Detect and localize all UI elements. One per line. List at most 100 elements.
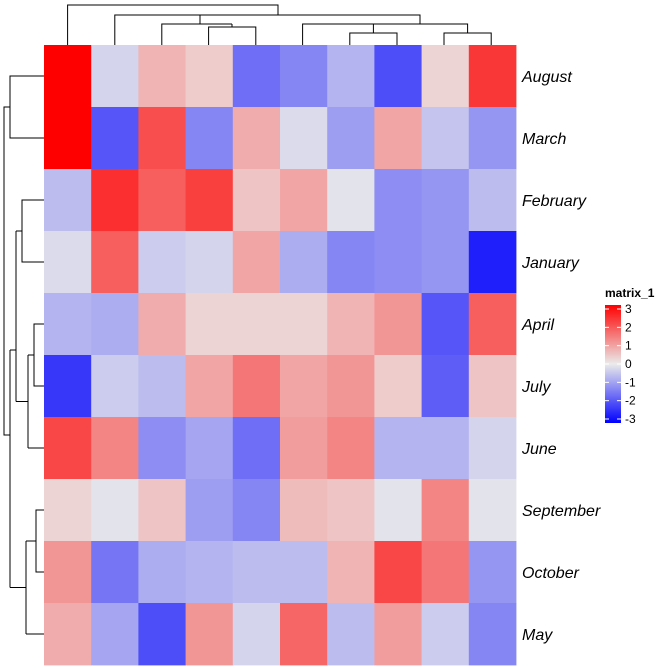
heatmap-cell (421, 231, 470, 294)
heatmap-cell (232, 293, 281, 356)
heatmap-cell (280, 541, 328, 604)
row-label: July (521, 379, 551, 396)
heatmap-cell (185, 169, 234, 232)
row-label: October (522, 565, 580, 582)
heatmap-cell (232, 355, 281, 418)
color-legend: matrix_1 3 2 1 0 -1 -2 -3 (605, 286, 655, 426)
heatmap-cell (374, 45, 422, 108)
heatmap-cell (421, 541, 470, 604)
heatmap-cell (138, 231, 186, 294)
heatmap-cell (468, 293, 517, 356)
heatmap-cell (44, 45, 92, 108)
dendrogram-branch (33, 323, 44, 387)
heatmap-cell (280, 231, 328, 294)
heatmap-cells (44, 45, 517, 666)
heatmap-cell (327, 231, 375, 294)
dendrogram-branch (35, 509, 44, 573)
heatmap-cell (374, 603, 422, 666)
dendrogram-branch (114, 14, 370, 45)
heatmap-cell (421, 169, 470, 232)
heatmap-cell (374, 355, 422, 418)
heatmap-cell (185, 603, 234, 666)
dendrogram-branch (67, 4, 279, 45)
heatmap-cell (185, 293, 234, 356)
heatmap-cell (44, 355, 92, 418)
row-label: June (521, 441, 557, 458)
heatmap-cell (232, 169, 281, 232)
heatmap-cell (468, 107, 517, 170)
heatmap-cell (44, 107, 92, 170)
heatmap-cell (280, 417, 328, 480)
heatmap-cell (374, 107, 422, 170)
heatmap-cell (468, 169, 517, 232)
heatmap-cell (374, 231, 422, 294)
heatmap-cell (185, 355, 234, 418)
heatmap-cell (44, 541, 92, 604)
heatmap-cell (91, 107, 139, 170)
heatmap-cell (232, 603, 281, 666)
heatmap-cell (468, 45, 517, 108)
heatmap-cell (468, 541, 517, 604)
heatmap-cell (91, 479, 139, 542)
heatmap-cell (468, 355, 517, 418)
heatmap-cell (280, 355, 328, 418)
heatmap-cell (280, 603, 328, 666)
heatmap-cell (232, 107, 281, 170)
heatmap-cell (185, 231, 234, 294)
heatmap-cell (44, 169, 92, 232)
heatmap-cell (468, 603, 517, 666)
row-label: September (522, 503, 601, 520)
heatmap-cell (280, 45, 328, 108)
heatmap-cell (468, 231, 517, 294)
heatmap-cell (232, 231, 281, 294)
heatmap-cell (374, 479, 422, 542)
dendrogram-branch (208, 26, 257, 45)
heatmap-cell (138, 169, 186, 232)
heatmap-cell (185, 107, 234, 170)
dendrogram-branch (3, 106, 10, 436)
heatmap-cell (185, 479, 234, 542)
heatmap-cell (44, 479, 92, 542)
heatmap-cell (185, 541, 234, 604)
heatmap-cell (280, 107, 328, 170)
legend-title: matrix_1 (605, 286, 655, 300)
heatmap-cell (138, 479, 186, 542)
dendrogram-branch (349, 32, 398, 45)
heatmap-cell (327, 169, 375, 232)
heatmap-cell (44, 417, 92, 480)
heatmap-cell (327, 107, 375, 170)
heatmap-cell (138, 417, 186, 480)
heatmap-cell (44, 603, 92, 666)
heatmap-cell (327, 293, 375, 356)
row-labels: August March February January April July June S… (521, 69, 601, 644)
dendrogram-branch (9, 75, 44, 139)
heatmap-cell (327, 417, 375, 480)
heatmap-cell (374, 169, 422, 232)
heatmap-cell (421, 107, 470, 170)
legend-tick-label: -2 (625, 394, 636, 408)
row-dendrogram (3, 75, 44, 635)
legend-tick-label: 0 (625, 357, 632, 371)
heatmap-cell (91, 417, 139, 480)
heatmap-cell (138, 541, 186, 604)
heatmap-cell (44, 231, 92, 294)
heatmap-cell (327, 541, 375, 604)
heatmap-cell (421, 603, 470, 666)
legend-ticks: 3 2 1 0 -1 -2 -3 (605, 302, 636, 426)
heatmap-cell (91, 603, 139, 666)
heatmap-cell (280, 293, 328, 356)
legend-tick-label: 3 (625, 302, 632, 316)
heatmap-cell (138, 355, 186, 418)
heatmap-cell (232, 479, 281, 542)
heatmap-cell (421, 355, 470, 418)
legend-tick-label: -3 (625, 412, 636, 426)
row-label: April (521, 317, 554, 334)
heatmap-cell (421, 479, 470, 542)
heatmap-cell (421, 45, 470, 108)
heatmap-cell (374, 293, 422, 356)
heatmap-cell (91, 293, 139, 356)
heatmap-cell (91, 231, 139, 294)
heatmap-cell (374, 417, 422, 480)
heatmap-cell (91, 355, 139, 418)
